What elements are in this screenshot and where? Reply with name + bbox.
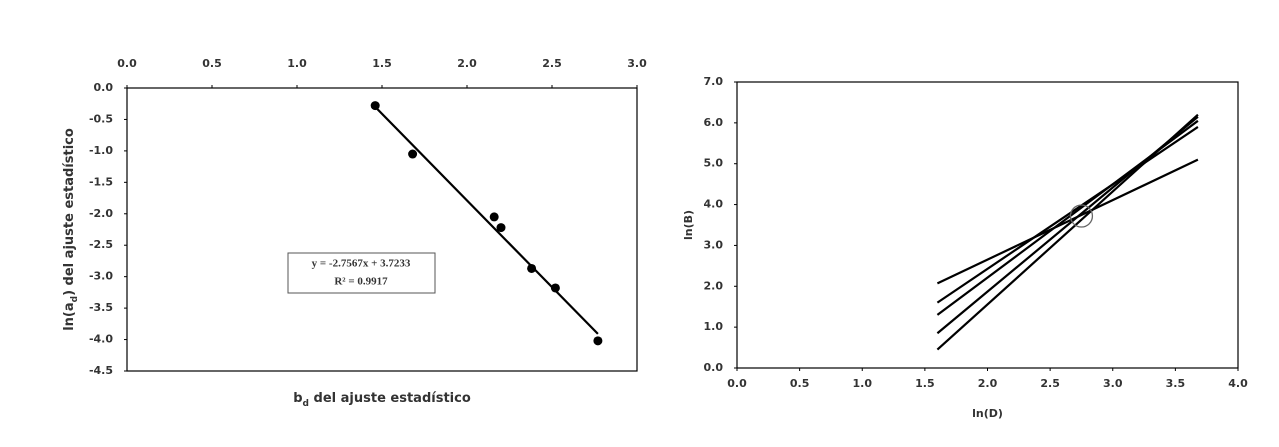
y-tick-label: -0.5 <box>89 112 113 125</box>
x-tick-label: 3.5 <box>1166 377 1186 390</box>
y-tick-label: 6.0 <box>704 116 724 129</box>
y-tick-label: -4.0 <box>89 333 113 346</box>
y-tick-label: -3.5 <box>89 301 113 314</box>
trendline <box>374 106 599 335</box>
x-tick-label: 1.0 <box>287 57 307 70</box>
x-tick-label: 1.5 <box>372 57 392 70</box>
y-tick-label: 2.0 <box>704 279 724 292</box>
x-axis-label: ln(D) <box>972 407 1003 420</box>
y-tick-label: 5.0 <box>704 157 724 170</box>
x-tick-label: 0.0 <box>727 377 747 390</box>
x-tick-label: 0.5 <box>790 377 810 390</box>
x-tick-label: 0.5 <box>202 57 222 70</box>
y-tick-label: 3.0 <box>704 238 724 251</box>
point <box>593 336 603 346</box>
x-tick-label: 3.0 <box>1103 377 1123 390</box>
label-part: d <box>303 399 309 409</box>
plot-area <box>736 81 1239 369</box>
x-tick-label: 2.5 <box>1040 377 1060 390</box>
point <box>408 149 418 159</box>
y-tick-label: 4.0 <box>704 198 724 211</box>
point <box>496 223 506 233</box>
x-tick-label: 1.0 <box>853 377 873 390</box>
x-tick-label: 2.5 <box>542 57 562 70</box>
y-tick-label: -1.5 <box>89 175 113 188</box>
label-part: b <box>293 391 302 406</box>
y-tick-label: -2.5 <box>89 238 113 251</box>
line <box>936 158 1199 285</box>
line <box>936 113 1199 351</box>
x-axis-label: bd del ajuste estadístico <box>293 391 471 409</box>
annotation-box <box>287 252 436 294</box>
y-axis-label: ln(ad) del ajuste estadístico <box>62 128 80 331</box>
y-tick-label: -1.0 <box>89 144 113 157</box>
point <box>527 263 537 273</box>
label-part: ln(a <box>62 302 77 330</box>
point <box>489 212 499 222</box>
highlight-circle <box>1069 204 1094 228</box>
y-tick-label: -3.0 <box>89 270 113 283</box>
annotation: R² = 0.9917 <box>334 276 388 288</box>
x-tick-label: 2.0 <box>978 377 998 390</box>
x-tick-label: 0.0 <box>117 57 137 70</box>
x-tick-label: 1.5 <box>915 377 935 390</box>
x-tick-label: 4.0 <box>1228 377 1248 390</box>
plot-area <box>126 87 638 372</box>
x-tick-label: 3.0 <box>627 57 647 70</box>
y-tick-label: 0.0 <box>704 361 724 374</box>
y-tick-label: 0.0 <box>94 81 114 94</box>
y-axis-label: ln(B) <box>682 210 695 240</box>
y-tick-label: -2.0 <box>89 207 113 220</box>
y-tick-label: -4.5 <box>89 364 113 377</box>
label-part: del ajuste estadístico <box>309 391 471 406</box>
y-tick-label: 7.0 <box>704 75 724 88</box>
label-part: ) del ajuste estadístico <box>62 128 77 296</box>
annotation: y = -2.7567x + 3.7233 <box>312 258 411 270</box>
point <box>370 101 380 111</box>
label-part: d <box>70 296 80 302</box>
line <box>936 126 1199 304</box>
point <box>550 283 560 293</box>
x-tick-label: 2.0 <box>457 57 477 70</box>
y-tick-label: 1.0 <box>704 320 724 333</box>
